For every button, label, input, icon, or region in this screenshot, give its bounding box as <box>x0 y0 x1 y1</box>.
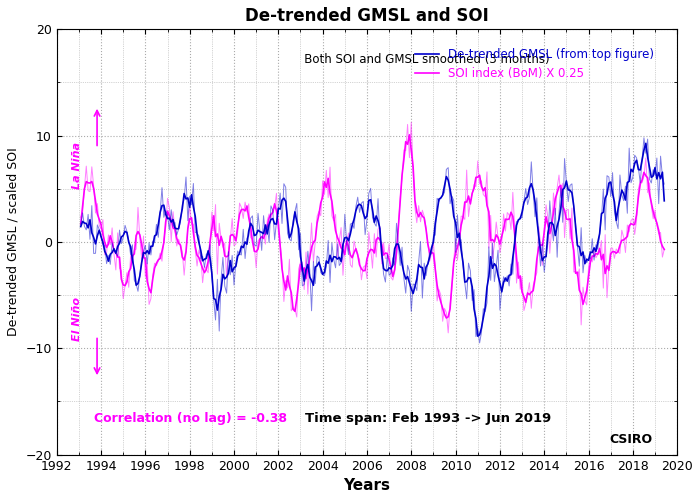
Title: De-trended GMSL and SOI: De-trended GMSL and SOI <box>245 7 489 25</box>
Text: Time span: Feb 1993 -> Jun 2019: Time span: Feb 1993 -> Jun 2019 <box>305 412 551 425</box>
Y-axis label: De-trended GMSL / scaled SOI: De-trended GMSL / scaled SOI <box>7 148 20 336</box>
Text: Correlation (no lag) = -0.38: Correlation (no lag) = -0.38 <box>94 412 287 425</box>
Text: Both SOI and GMSL smoothed (3 months): Both SOI and GMSL smoothed (3 months) <box>293 52 549 66</box>
Text: El Niño: El Niño <box>72 296 82 341</box>
Text: CSIRO: CSIRO <box>609 433 652 446</box>
Legend: De-trended GMSL (from top figure), SOI index (BoM) X 0.25: De-trended GMSL (from top figure), SOI i… <box>410 44 659 85</box>
X-axis label: Years: Years <box>344 478 391 493</box>
Text: La Niña: La Niña <box>72 142 82 189</box>
